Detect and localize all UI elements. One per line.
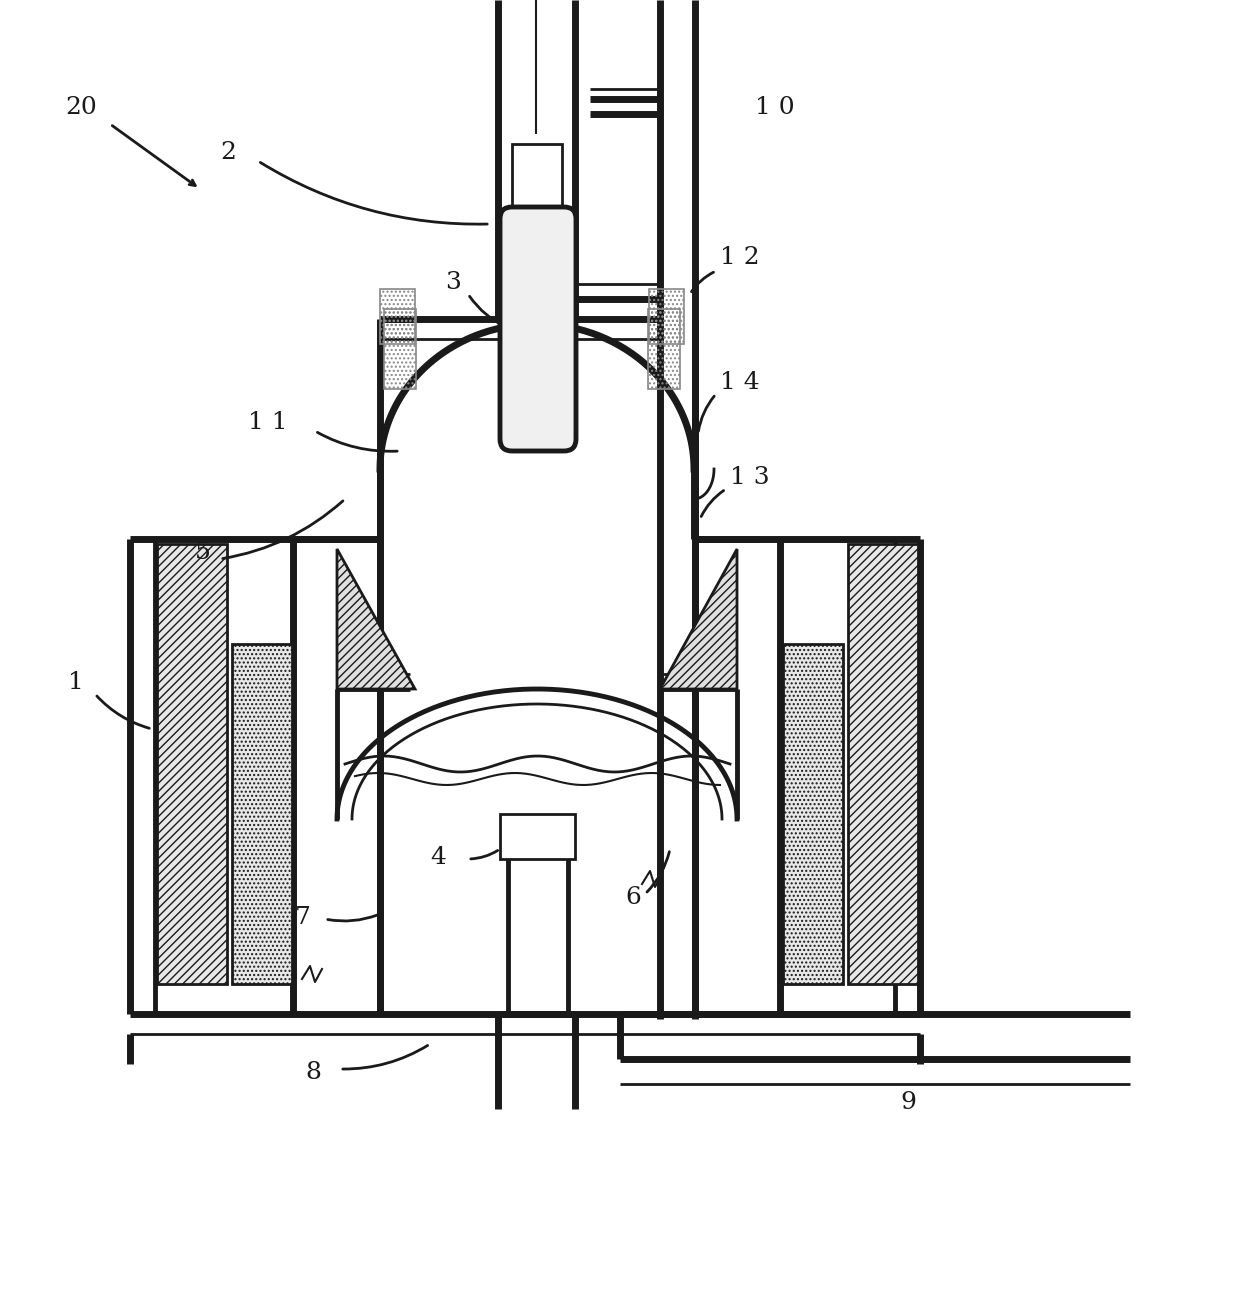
- Bar: [649, 309, 680, 389]
- Text: 1 3: 1 3: [730, 466, 770, 490]
- Text: 7: 7: [295, 906, 311, 929]
- Text: 1 4: 1 4: [720, 370, 760, 394]
- Bar: [232, 644, 291, 984]
- Text: 8: 8: [305, 1062, 321, 1084]
- Bar: [384, 309, 415, 389]
- Text: 6: 6: [625, 886, 641, 908]
- Polygon shape: [337, 548, 415, 689]
- Text: 1 1: 1 1: [248, 411, 288, 435]
- Bar: [379, 289, 415, 344]
- Polygon shape: [660, 548, 737, 689]
- Text: 2: 2: [219, 141, 236, 164]
- FancyBboxPatch shape: [500, 207, 577, 452]
- Text: 4: 4: [430, 846, 446, 869]
- Bar: [500, 814, 575, 859]
- Text: 3: 3: [445, 271, 461, 295]
- Bar: [512, 144, 562, 209]
- Bar: [649, 289, 684, 344]
- Text: 1 2: 1 2: [720, 246, 760, 270]
- Text: 9: 9: [900, 1090, 916, 1114]
- Text: 20: 20: [64, 96, 97, 119]
- Text: 1: 1: [68, 672, 84, 694]
- Text: 5: 5: [195, 541, 211, 564]
- Bar: [157, 545, 227, 984]
- Text: 1 0: 1 0: [755, 96, 795, 119]
- Bar: [782, 644, 843, 984]
- Bar: [848, 545, 918, 984]
